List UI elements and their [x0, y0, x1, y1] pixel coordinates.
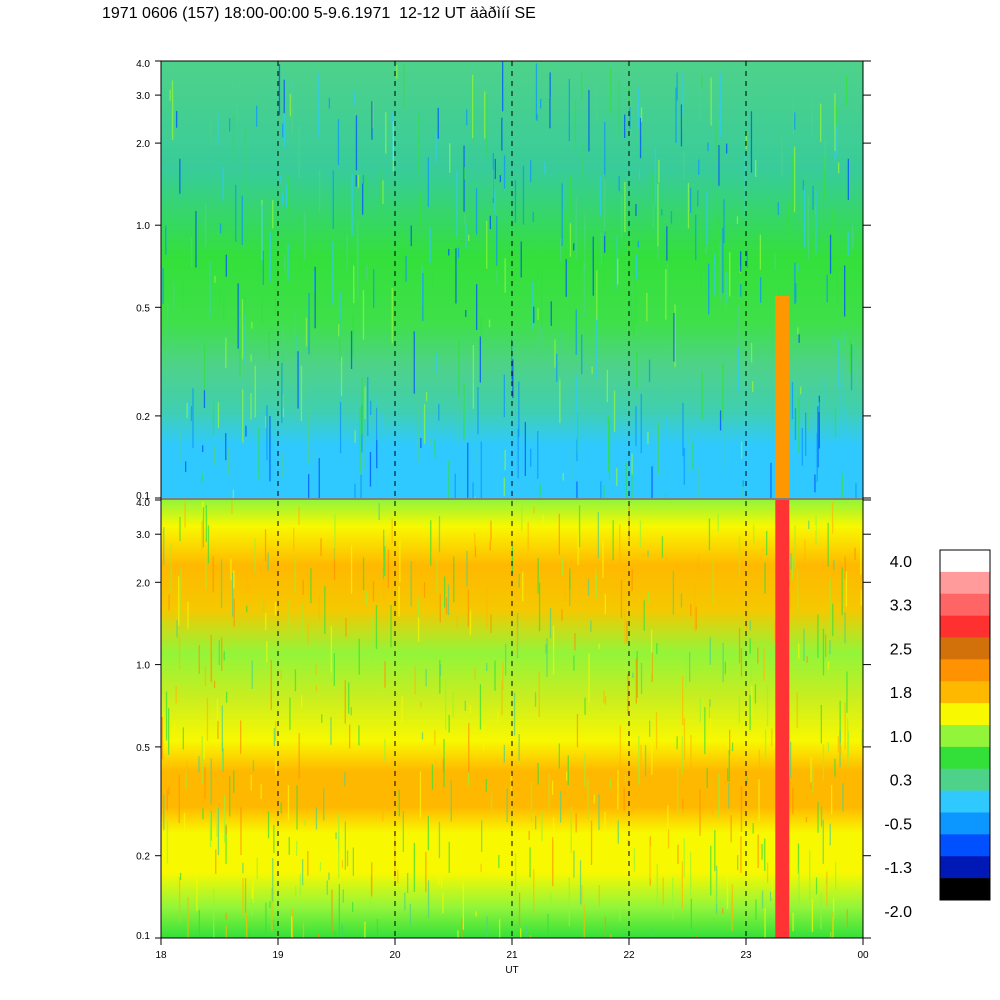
y-tick-label: 0.1 [136, 931, 150, 942]
colorbar-swatch [940, 768, 990, 791]
x-tick-label: 21 [506, 950, 518, 961]
y-tick-label: 2.0 [136, 578, 150, 589]
y-tick-label: 0.2 [136, 852, 150, 863]
event-band-top [775, 296, 790, 498]
colorbar-label: 1.8 [890, 685, 912, 702]
y-tick-label: 4.0 [136, 498, 150, 509]
y-tick-label: 0.5 [136, 303, 150, 314]
x-tick-label: 20 [389, 950, 401, 961]
event-band-bottom [775, 500, 790, 938]
x-tick-label: 23 [740, 950, 752, 961]
colorbar-swatch [940, 681, 990, 704]
colorbar-swatch [940, 856, 990, 879]
colorbar-swatch [940, 703, 990, 726]
x-axis-label: UT [505, 965, 518, 976]
x-tick-label: 00 [857, 950, 869, 961]
colorbar-label: 2.5 [890, 641, 912, 658]
y-tick-label: 1.0 [136, 221, 150, 232]
colorbar-label: 1.0 [890, 729, 912, 746]
colorbar-swatch [940, 593, 990, 616]
y-tick-label: 3.0 [136, 91, 150, 102]
x-tick-label: 22 [623, 950, 635, 961]
colorbar-swatch [940, 878, 990, 901]
x-tick-label: 18 [155, 950, 167, 961]
hour-gridlines [277, 61, 747, 938]
y-tick-label: 2.0 [136, 139, 150, 150]
colorbar-swatch [940, 812, 990, 835]
y-tick-label: 1.0 [136, 661, 150, 672]
colorbar-swatch [940, 571, 990, 595]
colorbar-frame [939, 549, 991, 901]
y-tick-label: 0.2 [136, 412, 150, 423]
colorbar-label: 4.0 [890, 554, 912, 571]
colorbar: 4.0 3.3 2.5 1.8 1.0 0.3 -0.5 -1.3 -2.0 [884, 549, 991, 921]
colorbar-label: -1.3 [884, 860, 912, 877]
colorbar-label: 3.3 [890, 598, 912, 615]
chart-title: 1971 0606 (157) 18:00-00:00 5-9.6.1971 1… [102, 5, 536, 22]
colorbar-swatch [940, 615, 990, 638]
colorbar-swatch [940, 637, 990, 660]
y-tick-label: 4.0 [136, 59, 150, 70]
colorbar-swatch [940, 550, 990, 573]
y-tick-label: 3.0 [136, 530, 150, 541]
colorbar-label: 0.3 [890, 773, 912, 790]
y-axis-ticks: 4.03.02.01.00.50.20.14.03.02.01.00.50.20… [136, 59, 871, 942]
colorbar-swatch [940, 725, 990, 748]
colorbar-swatch [940, 790, 990, 813]
colorbar-label: -2.0 [884, 904, 912, 921]
y-tick-label: 0.5 [136, 743, 150, 754]
colorbar-swatch [940, 746, 990, 770]
y-tick-label: 0.1 [136, 491, 150, 502]
x-axis-ticks: 18 19 20 21 22 23 00 [155, 938, 869, 961]
x-tick-label: 19 [272, 950, 284, 961]
colorbar-swatch [940, 659, 990, 682]
colorbar-swatch [940, 834, 990, 857]
colorbar-label: -0.5 [884, 816, 912, 833]
